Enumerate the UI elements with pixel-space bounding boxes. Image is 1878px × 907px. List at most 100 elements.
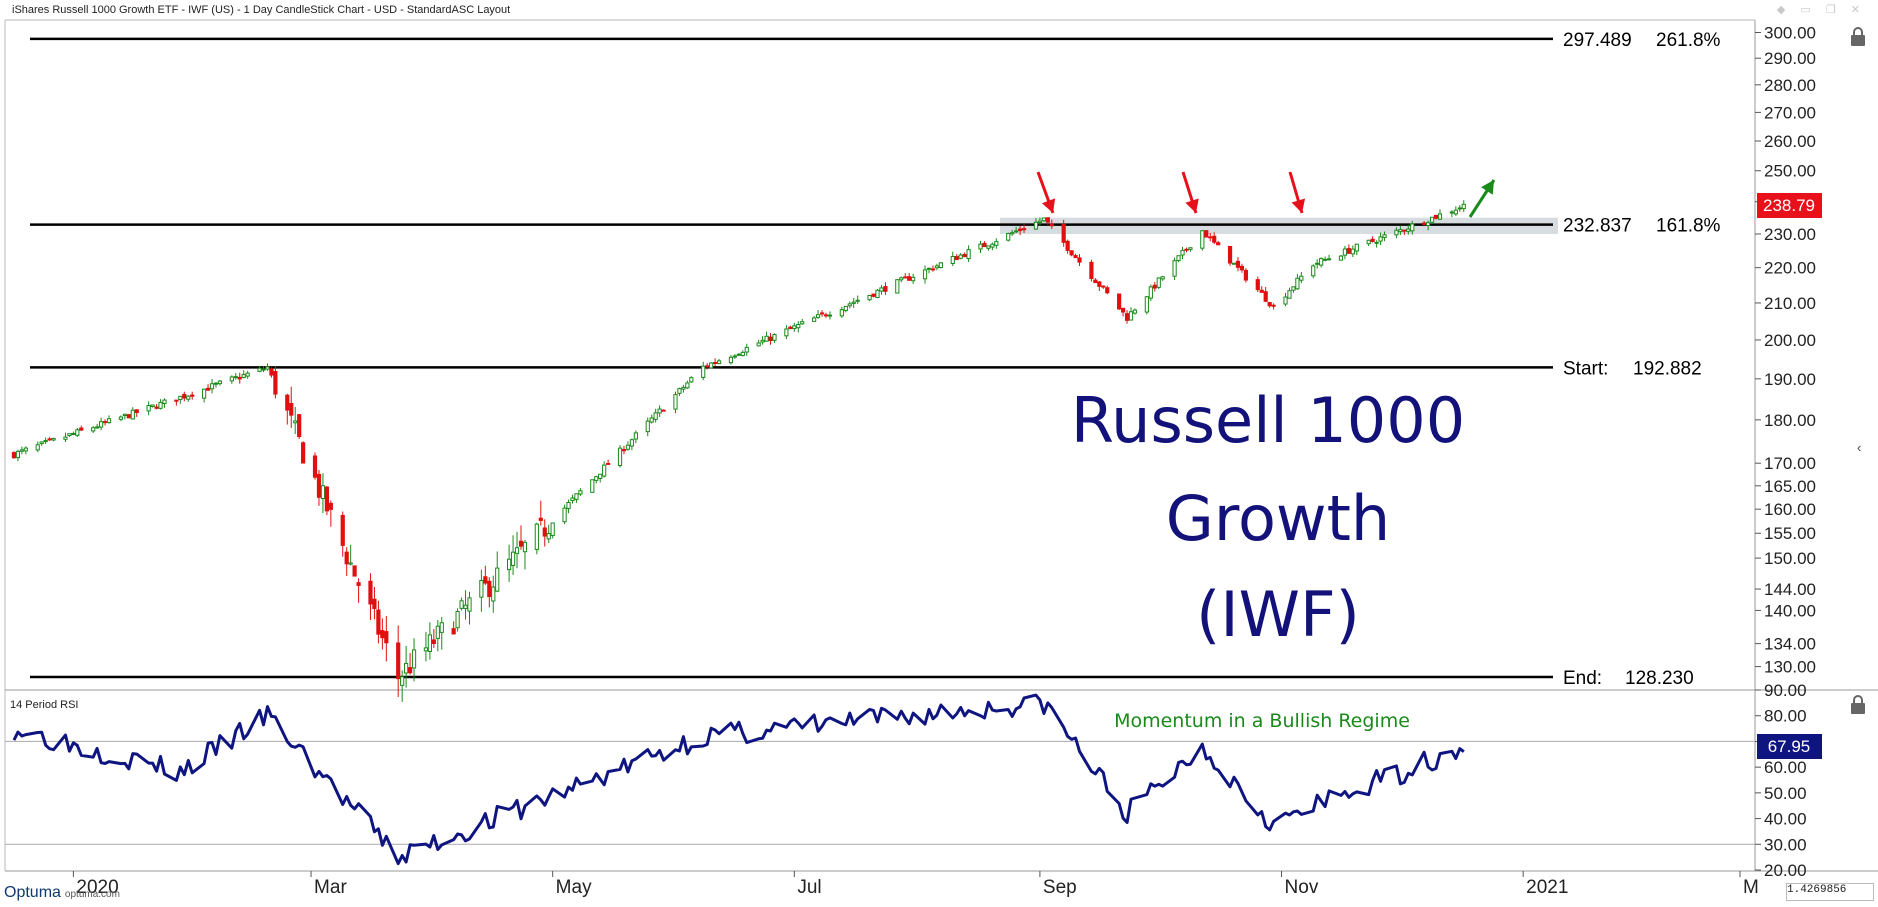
candle-body xyxy=(1350,248,1355,255)
candle-body xyxy=(1148,286,1153,299)
candle-body xyxy=(990,243,995,248)
optuma-logo-icon: Optuma optuma.com xyxy=(4,884,120,902)
candle-body xyxy=(301,442,306,464)
candle-body xyxy=(400,676,405,686)
candle-body xyxy=(1323,258,1328,261)
candle-body xyxy=(102,421,108,424)
price-tick-label: 210.00 xyxy=(1764,294,1816,313)
candle-body xyxy=(899,277,904,281)
candle-body xyxy=(1120,307,1126,313)
candle-body xyxy=(598,473,603,480)
time-tick-label: 2020 xyxy=(76,877,118,898)
candle-body xyxy=(1073,255,1078,259)
title-line-1: Russell 1000 xyxy=(1071,384,1465,457)
candle-body xyxy=(570,497,575,502)
candle-body xyxy=(911,276,916,282)
candle-body xyxy=(800,321,805,325)
candle-body xyxy=(538,517,543,521)
candle-body xyxy=(768,336,773,341)
candle-body xyxy=(1144,296,1149,313)
candle-body xyxy=(1101,285,1106,288)
candle-body xyxy=(257,367,262,372)
candle-body xyxy=(162,399,167,404)
candle-body xyxy=(701,365,706,378)
down-arrow-icon xyxy=(1036,171,1056,214)
candle-body xyxy=(689,377,694,383)
candle-body xyxy=(907,276,912,281)
rsi-tick-label: 50.00 xyxy=(1764,784,1807,803)
price-tick-label: 230.00 xyxy=(1764,225,1816,244)
candle-body xyxy=(895,279,900,294)
candle-body xyxy=(578,490,583,495)
candle-body xyxy=(404,662,409,674)
price-tick-label: 260.00 xyxy=(1764,132,1816,151)
candle-body xyxy=(930,268,936,271)
chart-header-title: iShares Russell 1000 Growth ETF - IWF (U… xyxy=(12,4,511,16)
candle-body xyxy=(1021,228,1027,231)
down-arrow-icon xyxy=(1288,171,1306,214)
candle-body xyxy=(1188,247,1193,250)
candle-body xyxy=(871,293,876,297)
candle-body xyxy=(1315,262,1320,265)
candle-body xyxy=(649,417,654,423)
candle-body xyxy=(938,262,943,269)
candle-body xyxy=(265,366,270,370)
candle-body xyxy=(1311,265,1316,277)
candle-body xyxy=(297,414,302,438)
candle-body xyxy=(625,444,631,450)
candle-body xyxy=(344,551,349,565)
candle-body xyxy=(522,541,528,553)
candle-body xyxy=(606,462,611,465)
price-tick-label: 144.00 xyxy=(1764,580,1816,599)
candle-body xyxy=(479,579,484,598)
candle-body xyxy=(209,383,215,390)
price-tick-label: 165.00 xyxy=(1764,477,1816,496)
candle-body xyxy=(411,649,417,669)
candle-body xyxy=(19,449,24,452)
candle-body xyxy=(1014,230,1019,233)
candle-body xyxy=(542,527,547,537)
candle-body xyxy=(1374,241,1379,244)
candle-body xyxy=(1089,261,1094,279)
candle-body xyxy=(566,501,571,510)
candle-body xyxy=(633,432,638,440)
candle-body xyxy=(510,551,516,567)
zoom-input[interactable]: 1.4269856 xyxy=(1786,883,1874,901)
candle-body xyxy=(653,412,658,420)
candle-body xyxy=(356,582,361,586)
lock-icon[interactable] xyxy=(1848,694,1868,716)
candle-body xyxy=(681,386,686,390)
candle-body xyxy=(1243,269,1248,281)
candle-body xyxy=(384,631,389,644)
level-value-label: 192.882 xyxy=(1633,358,1702,379)
level-percent-label: 161.8% xyxy=(1656,216,1721,237)
candle-body xyxy=(407,667,413,674)
candle-body xyxy=(11,452,17,459)
candle-body xyxy=(237,376,242,380)
price-tick-label: 300.00 xyxy=(1764,24,1816,43)
candle-body xyxy=(760,339,765,343)
level-value-label: 128.230 xyxy=(1625,668,1694,689)
time-tick-label: M xyxy=(1743,877,1759,898)
collapse-arrow-icon[interactable]: ‹ xyxy=(1857,440,1862,455)
candle-body xyxy=(217,380,223,385)
candle-body xyxy=(819,312,825,315)
candle-body xyxy=(158,401,163,409)
candle-body xyxy=(463,604,468,610)
lock-icon[interactable] xyxy=(1848,26,1868,48)
candle-body xyxy=(285,394,290,411)
candle-body xyxy=(487,580,492,598)
candle-body xyxy=(594,476,599,481)
candle-body xyxy=(1382,234,1387,239)
candle-body xyxy=(875,289,880,298)
candle-body xyxy=(1394,229,1399,236)
candle-body xyxy=(368,580,373,605)
title-line-3: (IWF) xyxy=(1196,578,1360,651)
window-controls[interactable]: ◆ ▭ ❐ ✕ xyxy=(1776,4,1866,16)
candle-body xyxy=(1216,242,1221,246)
candle-body xyxy=(1422,222,1427,225)
price-tick-label: 160.00 xyxy=(1764,500,1816,519)
candle-body xyxy=(1069,250,1074,256)
down-arrow-icon xyxy=(1181,171,1199,214)
